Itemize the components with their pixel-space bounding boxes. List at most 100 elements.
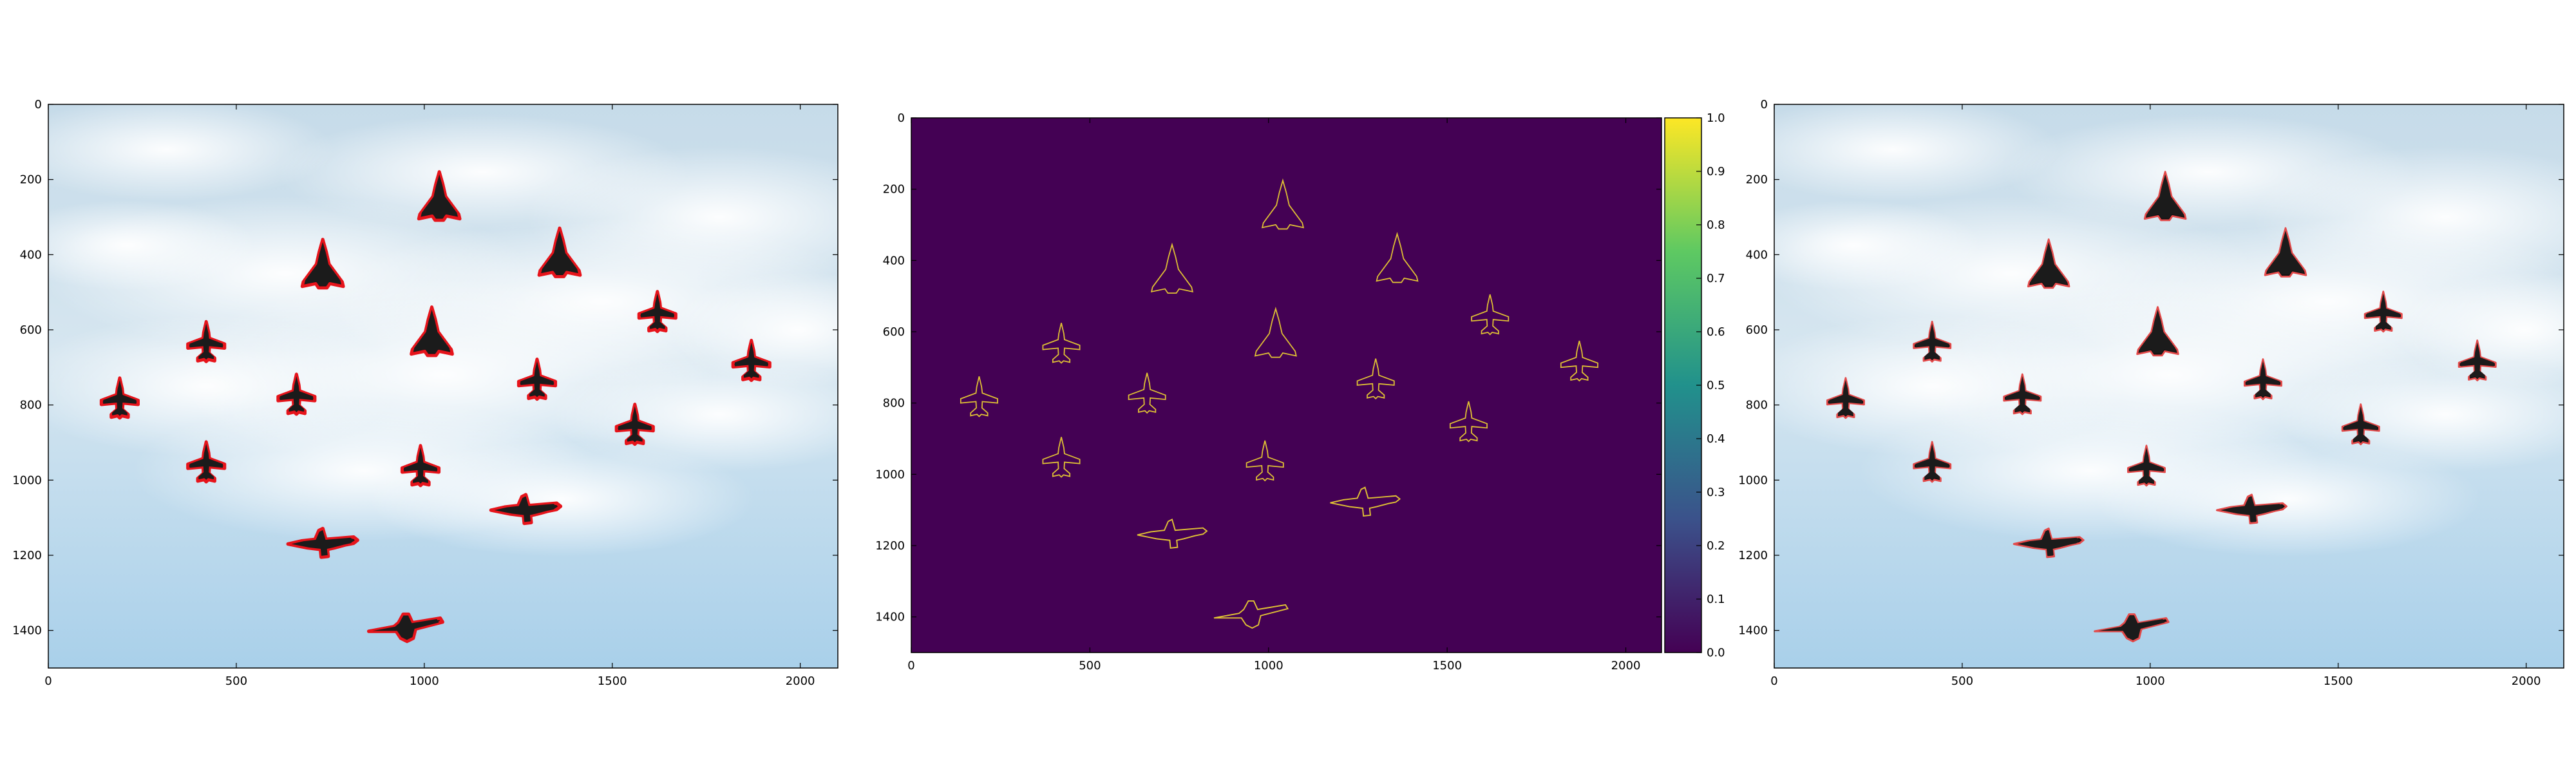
- aircraft-edge: [1213, 600, 1289, 629]
- aircraft-body: [413, 309, 451, 354]
- x-tick-label: 1000: [1254, 659, 1283, 673]
- x-tick-label: 0: [44, 674, 52, 688]
- aircraft-body: [2246, 361, 2280, 397]
- y-tick-label: 0: [35, 98, 42, 111]
- y-tick-label: 600: [20, 323, 42, 337]
- aircraft-layer: [1826, 171, 2497, 643]
- y-tick-label: 1000: [875, 468, 905, 481]
- cloud-layer: [1774, 104, 2564, 557]
- x-tick-label: 2000: [2512, 674, 2541, 688]
- aircraft-fighter: [1356, 358, 1395, 400]
- x-tick-label: 1000: [2136, 674, 2165, 688]
- aircraft-delta: [410, 305, 454, 358]
- aircraft-fighter: [2458, 339, 2497, 381]
- aircraft-fighter: [1913, 320, 1952, 363]
- y-tick-label: 1400: [875, 611, 905, 624]
- aircraft-fighter: [637, 290, 677, 334]
- aircraft-delta: [417, 170, 462, 222]
- x-tick-label: 2000: [786, 674, 815, 688]
- aircraft-fighter: [2126, 444, 2166, 487]
- cloud: [368, 441, 755, 557]
- aircraft-edge: [1042, 437, 1081, 478]
- aircraft-body: [520, 361, 554, 397]
- aircraft-delta: [1254, 307, 1297, 358]
- colorbar-tick-label: 0.0: [1707, 646, 1725, 660]
- aircraft-delta: [1376, 231, 1419, 283]
- aircraft-fighter: [2341, 403, 2380, 446]
- y-tick-label: 400: [883, 254, 905, 267]
- aircraft-edge: [1261, 178, 1305, 230]
- aircraft-body: [2098, 615, 2165, 640]
- aircraft-body: [103, 379, 137, 416]
- aircraft-fighter: [1245, 440, 1284, 482]
- colorbar-tick-label: 0.1: [1707, 593, 1725, 606]
- y-tick-label: 200: [1746, 173, 1768, 187]
- edge-layer: [960, 178, 1598, 629]
- aircraft-edge: [1560, 340, 1598, 382]
- aircraft-jet: [2215, 493, 2287, 524]
- aircraft-body: [1915, 323, 1949, 360]
- aircraft-body: [641, 293, 674, 330]
- aircraft-delta: [1261, 178, 1305, 230]
- cloud: [2094, 441, 2481, 557]
- axis-ticks: 0 500 1000 1500 2000 0 200 400 600 800 1000 1200 140…: [875, 111, 1662, 673]
- y-tick-label: 1200: [1738, 549, 1768, 562]
- aircraft-body: [2267, 231, 2304, 275]
- aircraft-fighter: [614, 403, 655, 446]
- colorbar-tick-label: 0.5: [1707, 379, 1725, 392]
- x-tick-label: 0: [907, 659, 914, 673]
- aircraft-body: [279, 376, 314, 412]
- aircraft-edge: [1128, 372, 1166, 414]
- aircraft-body: [2017, 530, 2080, 556]
- y-tick-label: 800: [20, 399, 42, 412]
- aircraft-delta: [2264, 227, 2307, 278]
- colorbar-tick-label: 1.0: [1707, 111, 1725, 125]
- aircraft-awacs: [2094, 613, 2170, 643]
- y-tick-label: 1000: [12, 473, 42, 487]
- aircraft-jet: [1330, 486, 1401, 517]
- aircraft-delta: [1150, 242, 1194, 294]
- aircraft-fighter: [2363, 291, 2403, 333]
- aircraft-body: [2220, 496, 2284, 522]
- y-tick-label: 600: [883, 325, 905, 339]
- aircraft-body: [1915, 443, 1949, 480]
- y-tick-label: 800: [883, 397, 905, 410]
- cloud: [2395, 272, 2564, 388]
- colorbar-gradient: [1664, 117, 1702, 653]
- colorbar-tick-label: 0.6: [1707, 325, 1725, 339]
- axes-frame: [1774, 104, 2564, 669]
- edge-background: [911, 118, 1662, 653]
- aircraft-delta: [2027, 238, 2070, 289]
- aircraft-fighter: [186, 440, 227, 484]
- aircraft-fighter: [1560, 340, 1598, 382]
- x-tick-label: 1500: [2324, 674, 2353, 688]
- aircraft-body: [2460, 342, 2494, 379]
- aircraft-awacs: [366, 612, 444, 644]
- y-tick-label: 400: [1746, 248, 1768, 262]
- y-tick-label: 0: [1761, 98, 1768, 111]
- aircraft-body: [304, 242, 341, 286]
- cloud: [669, 272, 838, 388]
- y-tick-label: 1200: [12, 549, 42, 562]
- aircraft-fighter: [400, 444, 441, 488]
- aircraft-delta: [2136, 306, 2179, 357]
- aircraft-fighter: [1913, 441, 1952, 483]
- axis-ticks: 0 500 1000 1500 2000 0 200 400 600 800 1000 1200 140…: [12, 98, 838, 688]
- aircraft-jet: [286, 526, 359, 559]
- aircraft-edge: [1376, 231, 1419, 283]
- y-tick-label: 200: [20, 173, 42, 187]
- x-tick-label: 0: [1770, 674, 1777, 688]
- aircraft-edge: [1356, 358, 1395, 400]
- colorbar-tick-label: 0.8: [1707, 218, 1725, 232]
- aircraft-edge: [1245, 440, 1284, 482]
- aircraft-edge: [960, 376, 998, 417]
- aircraft-body: [2030, 242, 2067, 286]
- axes-frame: [48, 104, 838, 669]
- aircraft-layer: [99, 170, 772, 644]
- aircraft-jet: [2012, 527, 2085, 558]
- aircraft-body: [2005, 376, 2040, 412]
- x-tick-label: 2000: [1611, 659, 1641, 673]
- aircraft-fighter: [2003, 373, 2042, 415]
- panel-overlay: 0 500 1000 1500 2000 0 200 400 600 800 1000 1200 140…: [1738, 98, 2564, 688]
- aircraft-fighter: [516, 358, 558, 401]
